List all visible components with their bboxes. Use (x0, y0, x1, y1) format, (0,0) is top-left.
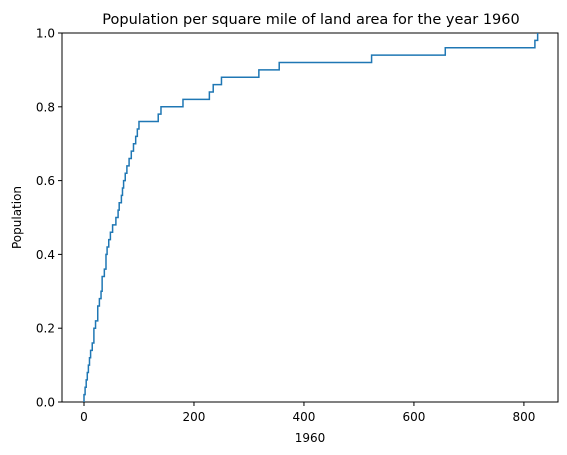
series-group (83, 33, 539, 402)
x-tick-label: 600 (402, 410, 425, 424)
x-tick-label: 800 (512, 410, 535, 424)
y-tick-label: 0.6 (36, 174, 55, 188)
y-axis-label: Population (10, 186, 24, 249)
x-axis: 0 200 400 600 800 (80, 402, 535, 424)
y-axis: 0.0 0.2 0.4 0.6 0.8 1.0 (36, 27, 62, 410)
x-axis-label: 1960 (295, 431, 326, 445)
y-tick-label: 1.0 (36, 27, 55, 41)
y-tick-label: 0.2 (36, 322, 55, 336)
x-tick-label: 0 (80, 410, 88, 424)
x-tick-label: 200 (183, 410, 206, 424)
x-tick-label: 400 (292, 410, 315, 424)
chart-title: Population per square mile of land area … (102, 12, 519, 28)
y-tick-label: 0.4 (36, 248, 55, 262)
plot-frame (61, 32, 559, 403)
y-tick-label: 0.0 (36, 396, 55, 410)
y-tick-label: 0.8 (36, 100, 55, 114)
ecdf-series-line (83, 33, 539, 402)
